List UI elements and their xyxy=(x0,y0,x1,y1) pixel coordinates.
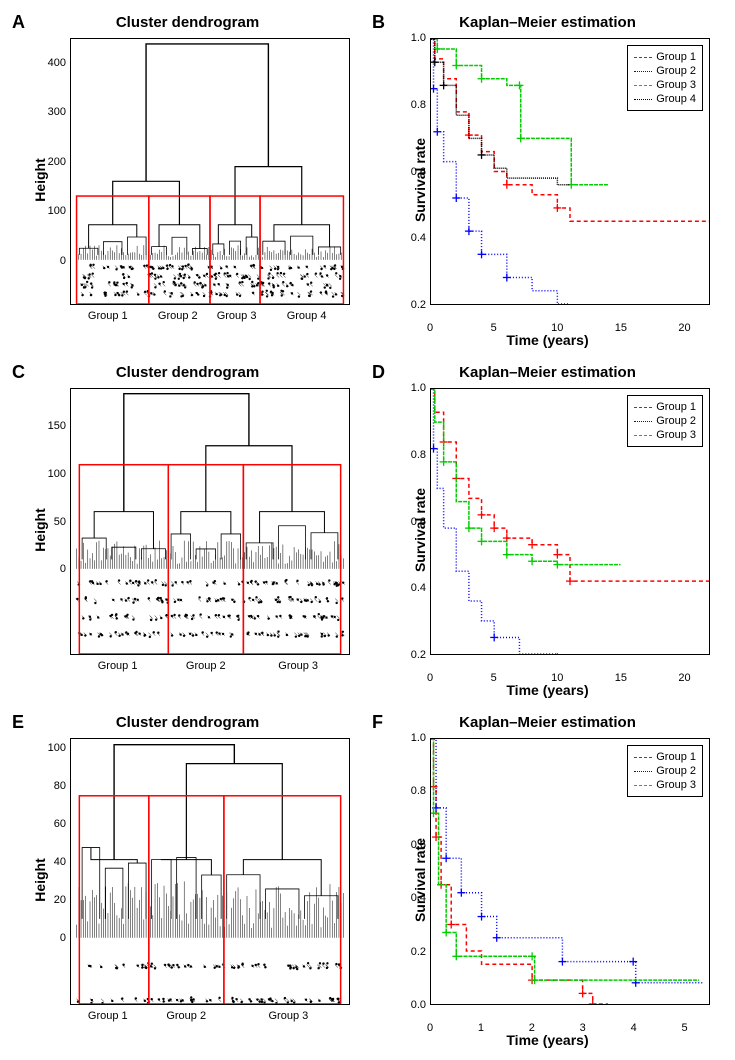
panel-label: F xyxy=(372,712,383,733)
plot-area-C xyxy=(70,388,350,655)
legend-item: Group 1 xyxy=(634,50,696,64)
panel-label: A xyxy=(12,12,25,33)
y-ticks-E: 020406080100 xyxy=(40,738,66,1005)
x-axis-label: Time (years) xyxy=(506,1032,588,1048)
plot-area-F: Group 1Group 2Group 3 xyxy=(430,738,710,1005)
legend-item: Group 4 xyxy=(634,92,696,106)
dendrogram-svg xyxy=(71,739,349,1004)
panel-label: D xyxy=(372,362,385,383)
panel-E: E Cluster dendrogram Height 020406080100… xyxy=(10,710,365,1050)
y-ticks-A: 0100200300400 xyxy=(40,38,66,305)
panel-title: Kaplan–Meier estimation xyxy=(370,714,725,731)
plot-area-B: Group 1Group 2Group 3Group 4 xyxy=(430,38,710,305)
y-ticks-C: 050100150 xyxy=(40,388,66,655)
legend-item: Group 3 xyxy=(634,78,696,92)
panel-label: E xyxy=(12,712,24,733)
panel-title: Kaplan–Meier estimation xyxy=(370,364,725,381)
panel-D: D Kaplan–Meier estimation Survival rate … xyxy=(370,360,725,700)
panel-label: B xyxy=(372,12,385,33)
panel-title: Kaplan–Meier estimation xyxy=(370,14,725,31)
x-groups-C: Group 1Group 2Group 3 xyxy=(70,660,350,672)
plot-area-E xyxy=(70,738,350,1005)
panel-F: F Kaplan–Meier estimation Survival rate … xyxy=(370,710,725,1050)
legend-item: Group 2 xyxy=(634,414,696,428)
panel-title: Cluster dendrogram xyxy=(10,364,365,381)
x-groups-A: Group 1Group 2Group 3Group 4 xyxy=(70,310,350,322)
legend-item: Group 3 xyxy=(634,428,696,442)
legend-F: Group 1Group 2Group 3 xyxy=(627,745,703,797)
panel-B: B Kaplan–Meier estimation Survival rate … xyxy=(370,10,725,350)
y-ticks-B: 0.20.40.60.81.0 xyxy=(400,38,426,305)
plot-area-A xyxy=(70,38,350,305)
x-groups-E: Group 1Group 2Group 3 xyxy=(70,1010,350,1022)
legend-D: Group 1Group 2Group 3 xyxy=(627,395,703,447)
legend-item: Group 2 xyxy=(634,64,696,78)
y-ticks-D: 0.20.40.60.81.0 xyxy=(400,388,426,655)
x-axis-label: Time (years) xyxy=(506,682,588,698)
dendrogram-svg xyxy=(71,389,349,654)
panel-title: Cluster dendrogram xyxy=(10,714,365,731)
legend-B: Group 1Group 2Group 3Group 4 xyxy=(627,45,703,111)
plot-area-D: Group 1Group 2Group 3 xyxy=(430,388,710,655)
x-axis-label: Time (years) xyxy=(506,332,588,348)
legend-item: Group 3 xyxy=(634,778,696,792)
figure-grid: A Cluster dendrogram Height 010020030040… xyxy=(10,10,725,1050)
dendrogram-svg xyxy=(71,39,349,304)
y-ticks-F: 0.00.20.40.60.81.0 xyxy=(400,738,426,1005)
panel-title: Cluster dendrogram xyxy=(10,14,365,31)
legend-item: Group 1 xyxy=(634,400,696,414)
legend-item: Group 1 xyxy=(634,750,696,764)
panel-label: C xyxy=(12,362,25,383)
panel-C: C Cluster dendrogram Height 050100150 Gr… xyxy=(10,360,365,700)
panel-A: A Cluster dendrogram Height 010020030040… xyxy=(10,10,365,350)
legend-item: Group 2 xyxy=(634,764,696,778)
